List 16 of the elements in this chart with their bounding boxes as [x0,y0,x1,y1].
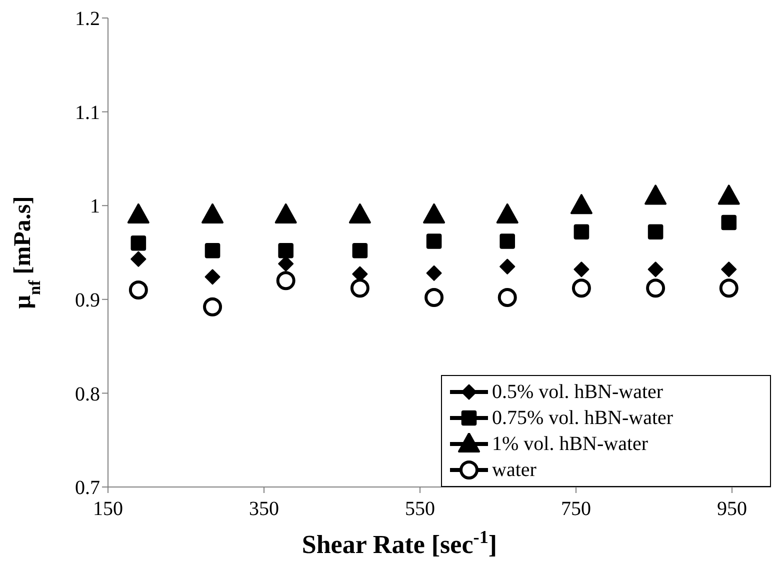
x-axis-title: Shear Rate [sec$^{-1}$] [302,527,498,559]
x-tick-label: 750 [561,498,591,520]
legend-label: water [492,458,536,483]
x-tick-label: 950 [717,498,747,520]
y-tick-label: 1.1 [75,102,100,124]
y-tick-label: 1.2 [75,8,100,30]
x-tick-label: 550 [405,498,435,520]
legend-label: 1% vol. hBN-water [492,432,648,457]
y-tick-label: 0.8 [75,383,100,406]
x-tick-label: 350 [249,498,279,520]
y-tick-label: 1 [90,196,100,218]
x-tick-label: 150 [93,498,123,520]
legend-label: 0.5% vol. hBN-water [492,380,664,405]
y-tick-label: 0.7 [75,477,100,500]
legend-label: 0.75% vol. hBN-water [492,406,674,431]
y-tick-label: 0.9 [75,290,100,312]
